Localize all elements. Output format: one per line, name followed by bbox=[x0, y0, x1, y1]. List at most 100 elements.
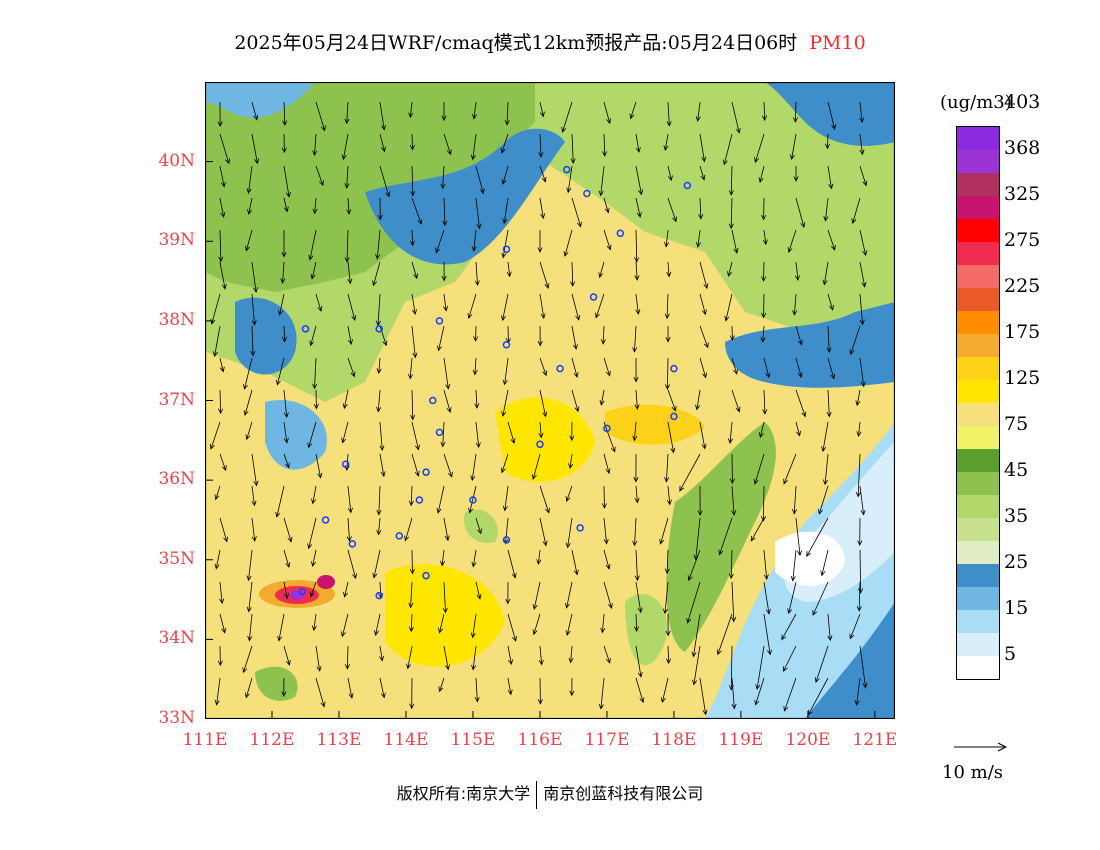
wind-arrow bbox=[410, 389, 416, 421]
wind-arrow bbox=[600, 325, 606, 345]
wind-arrow bbox=[347, 261, 353, 285]
city-marker bbox=[395, 532, 404, 540]
wind-arrow bbox=[595, 293, 605, 319]
wind-arrow bbox=[827, 165, 834, 190]
wind-arrow bbox=[827, 293, 834, 311]
city-marker bbox=[469, 496, 477, 504]
wind-arrow bbox=[599, 389, 605, 406]
wind-arrow bbox=[500, 453, 509, 474]
wind-arrow bbox=[729, 325, 735, 341]
wind-arrow bbox=[247, 613, 253, 642]
legend-label: 15 bbox=[1004, 597, 1029, 619]
wind-arrow bbox=[699, 165, 706, 181]
wind-arrow bbox=[727, 421, 733, 444]
wind-arrow bbox=[731, 101, 741, 134]
wind-arrow bbox=[699, 421, 707, 450]
wind-arrow bbox=[695, 389, 701, 411]
wind-arrow bbox=[699, 133, 707, 163]
wind-arrow bbox=[569, 677, 575, 697]
wind-arrow bbox=[475, 517, 482, 535]
wind-arrow bbox=[443, 517, 450, 542]
field-zone-blue-5 bbox=[265, 400, 327, 470]
wind-arrow bbox=[603, 645, 611, 664]
wind-arrow bbox=[373, 613, 381, 636]
wind-arrow bbox=[283, 517, 293, 543]
wind-arrow bbox=[245, 421, 253, 441]
wind-arrow bbox=[537, 325, 543, 347]
legend-swatch bbox=[957, 495, 999, 518]
legend-swatch bbox=[957, 656, 999, 679]
wind-arrow bbox=[729, 453, 735, 485]
wind-arrow bbox=[795, 517, 803, 557]
wind-arrow bbox=[471, 229, 477, 252]
legend-unit: (ug/m3) bbox=[940, 92, 1012, 113]
wind-arrow bbox=[603, 101, 612, 125]
wind-arrow bbox=[344, 229, 350, 263]
wind-arrow bbox=[571, 389, 580, 413]
wind-arrow bbox=[404, 517, 413, 542]
legend-label: 75 bbox=[1004, 413, 1029, 435]
color-legend bbox=[956, 126, 1000, 680]
wind-arrow bbox=[634, 549, 640, 582]
city-marker bbox=[422, 468, 430, 476]
wind-arrow bbox=[763, 549, 769, 581]
wind-arrow bbox=[475, 581, 482, 600]
wind-arrow bbox=[379, 165, 391, 198]
wind-arrow bbox=[570, 261, 576, 287]
wind-arrow bbox=[219, 357, 225, 373]
wind-arrow bbox=[754, 133, 765, 164]
wind-arrow bbox=[281, 677, 287, 697]
legend-swatch bbox=[957, 564, 999, 587]
wind-arrow bbox=[565, 517, 573, 549]
wind-arrow bbox=[539, 101, 545, 118]
city-marker bbox=[683, 181, 692, 190]
wind-arrow bbox=[795, 357, 803, 379]
wind-arrow bbox=[822, 261, 829, 286]
wind-arrow bbox=[443, 389, 452, 413]
wind-arrow bbox=[440, 549, 446, 567]
lat-label: 33N bbox=[158, 708, 195, 728]
copyright-footer: 版权所有:南京大学 南京创蓝科技有限公司 bbox=[0, 780, 1100, 809]
legend-swatch bbox=[957, 472, 999, 495]
wind-arrow bbox=[859, 133, 865, 156]
wind-arrow bbox=[807, 677, 829, 716]
wind-arrow bbox=[467, 293, 477, 319]
wind-arrow bbox=[856, 581, 862, 612]
wind-arrow bbox=[539, 389, 548, 418]
wind-arrow bbox=[218, 229, 224, 263]
wind-arrow bbox=[468, 485, 477, 514]
graticule-ticks bbox=[205, 161, 876, 719]
wind-arrow bbox=[795, 421, 801, 437]
wind-arrow bbox=[281, 133, 287, 154]
wind-arrow bbox=[212, 325, 221, 358]
lat-label: 35N bbox=[158, 548, 195, 569]
legend-swatch bbox=[957, 127, 999, 150]
wind-arrow bbox=[283, 581, 289, 600]
wind-arrow bbox=[443, 293, 449, 312]
field-zone-blue-1 bbox=[365, 128, 565, 265]
wind-arrow bbox=[859, 229, 868, 257]
wind-arrow bbox=[243, 357, 253, 390]
wind-arrow bbox=[376, 389, 382, 413]
wind-arrow bbox=[664, 357, 671, 390]
wind-arrow bbox=[731, 229, 739, 254]
wind-arrow bbox=[311, 613, 317, 632]
wind-arrow bbox=[666, 261, 672, 278]
wind-arrow bbox=[406, 645, 413, 670]
wind-arrow bbox=[310, 261, 317, 280]
wind-arrow bbox=[344, 101, 350, 125]
wind-arrow bbox=[859, 485, 866, 516]
wind-arrow bbox=[443, 453, 453, 478]
wind-arrow bbox=[504, 101, 510, 126]
wind-arrow bbox=[244, 677, 253, 699]
legend-swatch bbox=[957, 449, 999, 472]
wind-arrow bbox=[346, 517, 352, 542]
pm10-map bbox=[205, 82, 895, 719]
wind-arrow bbox=[532, 581, 541, 611]
wind-arrow bbox=[755, 645, 765, 690]
wind-arrow bbox=[474, 677, 480, 703]
wind-arrow bbox=[470, 453, 477, 482]
wind-arrow bbox=[724, 293, 733, 322]
wind-arrow bbox=[280, 261, 286, 284]
wind-arrow bbox=[563, 229, 573, 257]
